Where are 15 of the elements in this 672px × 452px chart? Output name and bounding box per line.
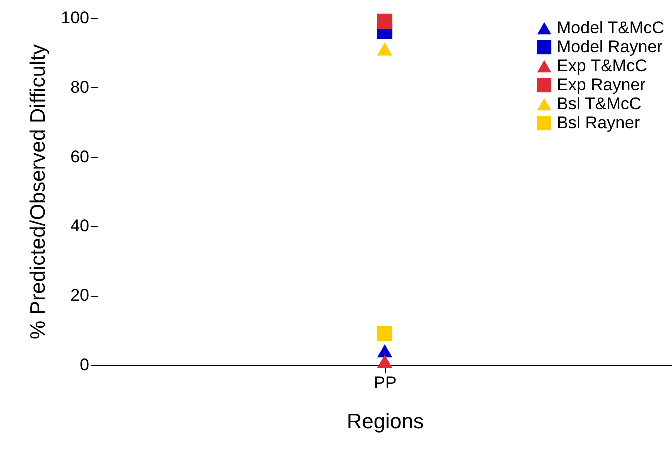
y-tick-label: 0 [80, 356, 90, 374]
legend-label: Bsl Rayner [557, 114, 640, 132]
x-axis-title: Regions [346, 410, 424, 434]
legend-label: Model Rayner [557, 38, 664, 56]
x-tick-label: PP [374, 374, 397, 392]
y-tick-label: 40 [70, 216, 90, 236]
legend-label: Exp Rayner [557, 76, 646, 94]
legend-label: Model T&McC [557, 18, 664, 38]
y-axis-title: % Predicted/Observed Difficulty [27, 44, 50, 340]
y-tick-label: 60 [70, 147, 90, 166]
y-tick-label: 80 [70, 78, 90, 97]
legend-label: Exp T&McC [557, 56, 648, 76]
y-tick-label: 100 [61, 8, 90, 28]
legend-label: Bsl T&McC [557, 94, 642, 114]
y-tick-label: 20 [70, 286, 90, 306]
